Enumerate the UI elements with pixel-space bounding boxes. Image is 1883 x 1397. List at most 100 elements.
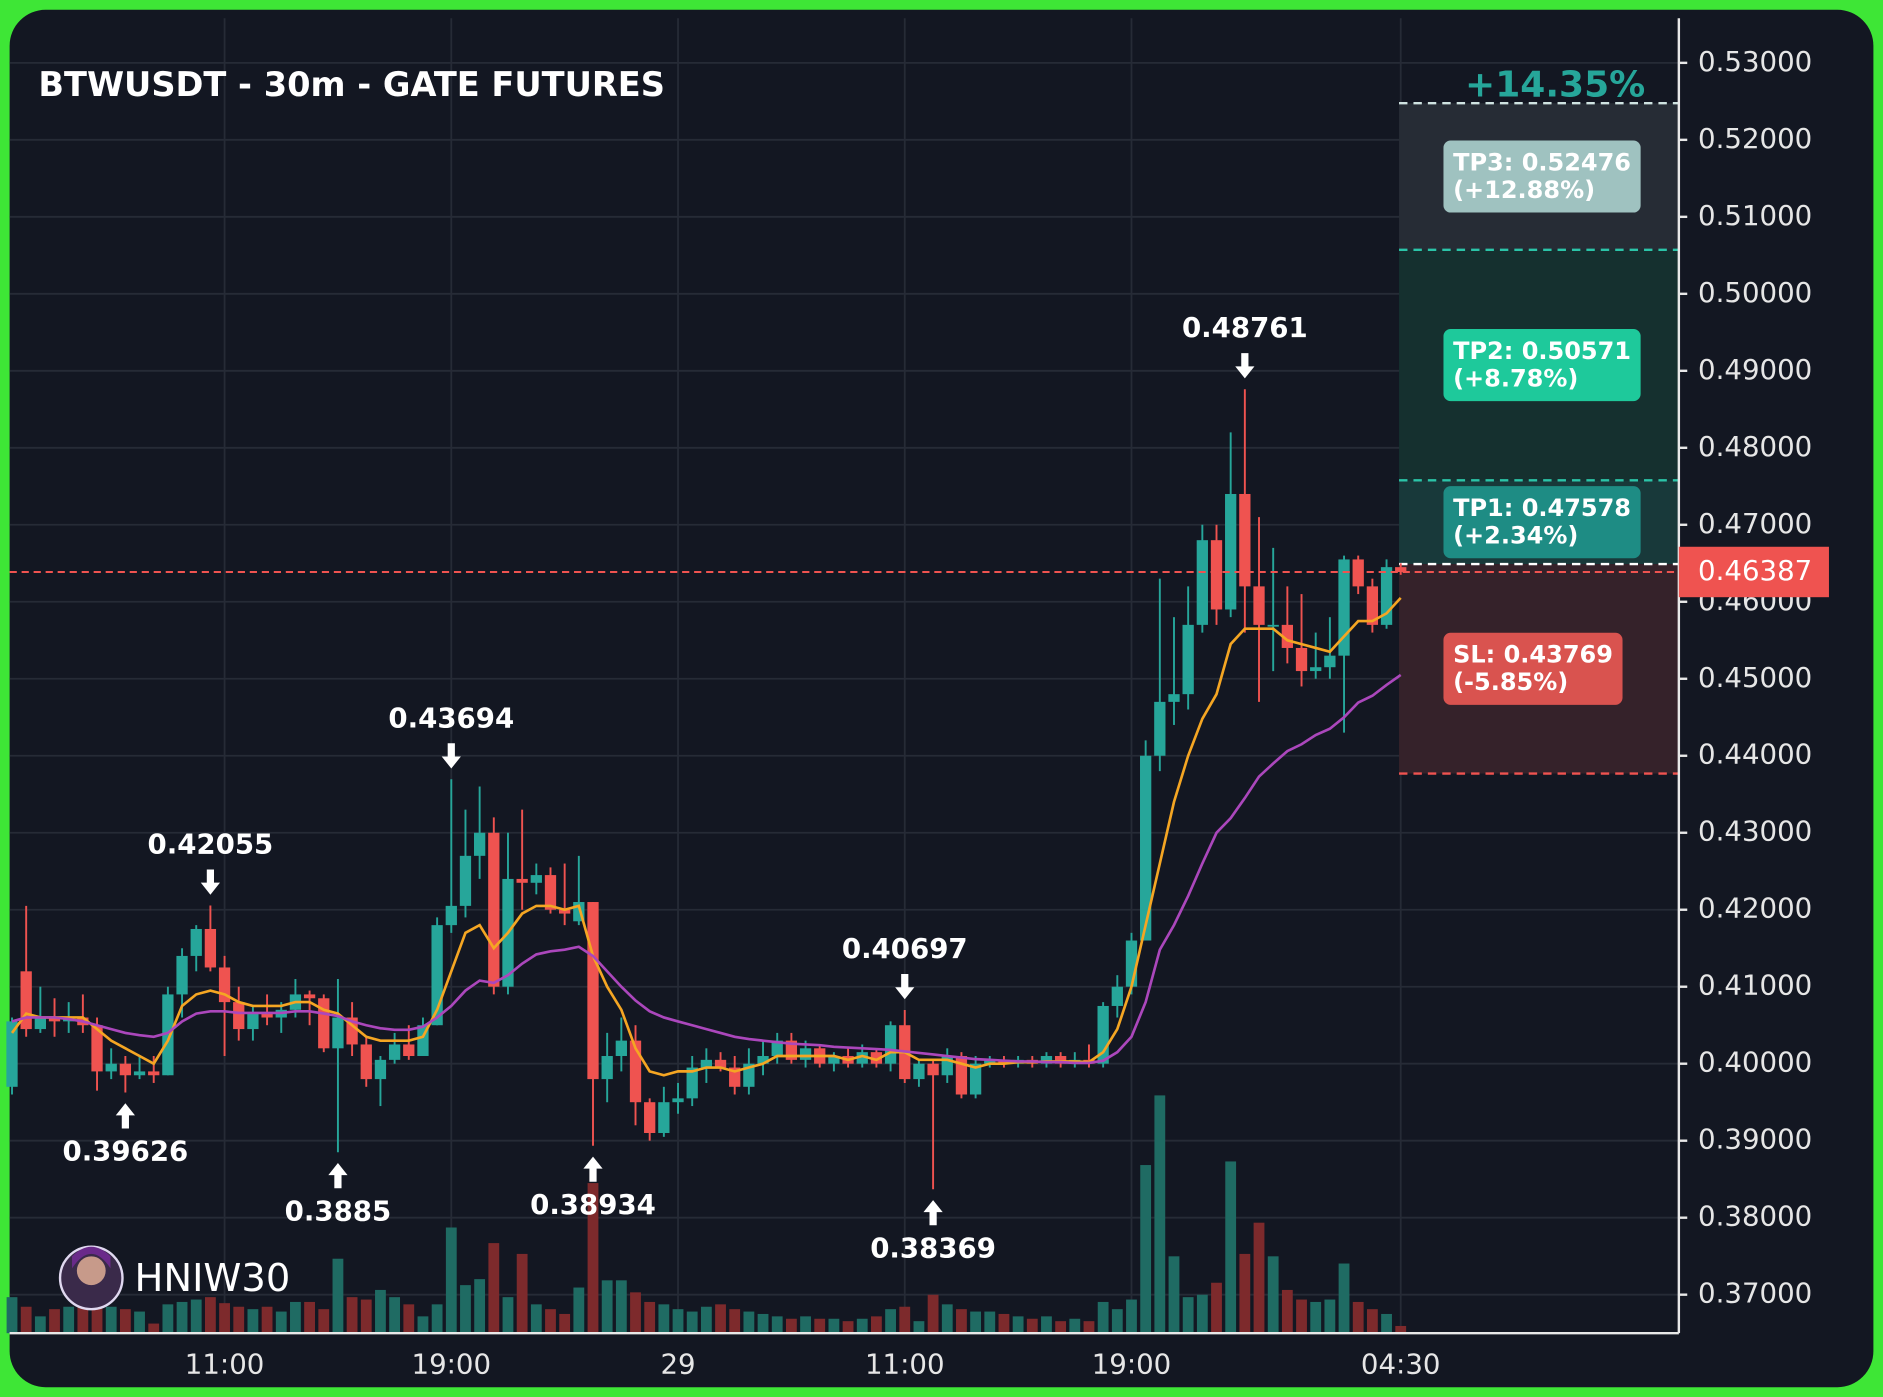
candle-body (318, 998, 330, 1049)
candle-body (1154, 701, 1166, 756)
candle-body (615, 1040, 627, 1057)
x-tick-label: 19:00 (412, 1348, 492, 1381)
volume-bar (1026, 1318, 1038, 1334)
volume-bar (474, 1279, 486, 1334)
candle-body (658, 1102, 670, 1133)
candle-body (729, 1067, 741, 1087)
volume-bar (1041, 1316, 1052, 1334)
candle-body (1281, 624, 1294, 648)
candle-body (941, 1056, 953, 1076)
volume-bar (1352, 1301, 1364, 1334)
candle-body (431, 925, 443, 1026)
volume-bar (785, 1318, 797, 1334)
candle-body (1225, 493, 1237, 610)
volume-bar (49, 1309, 60, 1334)
candle-body (1310, 667, 1322, 672)
volume-bar (360, 1299, 372, 1334)
volume-bar (389, 1297, 401, 1334)
volume-bar (219, 1303, 230, 1334)
volume-bar (6, 1297, 18, 1334)
candle-body (1097, 1005, 1109, 1064)
y-tick-label: 0.38000 (1698, 1200, 1812, 1233)
volume-bar (1395, 1325, 1407, 1334)
candle-body (743, 1063, 755, 1087)
candle-body (488, 832, 500, 987)
candle-body (332, 1017, 344, 1049)
volume-bar (261, 1306, 273, 1334)
volume-bar (1366, 1309, 1378, 1334)
price-annotation: 0.38369 (870, 1231, 996, 1264)
candle-body (1040, 1056, 1053, 1064)
volume-bar (672, 1309, 684, 1334)
volume-bar (417, 1316, 429, 1334)
volume-bar (1012, 1316, 1024, 1334)
price-annotation: 0.42055 (148, 827, 274, 860)
y-tick-label: 0.40000 (1698, 1046, 1812, 1079)
candle-body (644, 1102, 656, 1133)
volume-bar (162, 1304, 174, 1334)
volume-bar (134, 1311, 145, 1334)
volume-bar (573, 1287, 585, 1334)
volume-bar (644, 1301, 656, 1334)
volume-bar (190, 1299, 202, 1334)
candle-body (544, 875, 557, 910)
volume-bar (899, 1306, 911, 1334)
candle-body (1111, 986, 1123, 1006)
target-change: (+8.78%) (1453, 364, 1578, 392)
target-label: SL: 0.43769 (1453, 641, 1613, 669)
volume-bar (1154, 1095, 1166, 1334)
volume-bar (1182, 1297, 1194, 1334)
volume-bar (913, 1321, 925, 1334)
volume-bar (559, 1313, 571, 1334)
volume-bar (20, 1306, 32, 1334)
volume-bar (346, 1297, 358, 1334)
price-annotation: 0.39626 (62, 1135, 188, 1168)
target-box (1443, 140, 1641, 213)
candle-body (913, 1063, 925, 1080)
arrow-up (115, 1103, 135, 1129)
y-tick-label: 0.51000 (1698, 199, 1812, 232)
target-change: (-5.85%) (1453, 668, 1568, 696)
volume-bar (630, 1292, 641, 1334)
candle-body (700, 1059, 713, 1068)
volume-bar (828, 1318, 840, 1334)
volume-bar (304, 1301, 315, 1334)
volume-bar (1381, 1313, 1392, 1334)
candle-body (884, 1025, 897, 1064)
candle-body (1338, 559, 1350, 656)
volume-bar (91, 1303, 103, 1334)
volume-bar (1281, 1289, 1293, 1334)
candle-body (417, 1025, 429, 1057)
volume-bar (601, 1280, 613, 1334)
volume-bar (516, 1253, 528, 1334)
volume-bar (445, 1227, 457, 1334)
volume-bar (530, 1304, 542, 1334)
volume-bar (204, 1297, 216, 1334)
candle-body (559, 909, 571, 914)
volume-bar (743, 1311, 755, 1334)
volume-bar (1140, 1165, 1152, 1334)
avatar-face (76, 1256, 106, 1286)
candle-body (955, 1056, 968, 1095)
price-annotation: 0.40697 (842, 932, 968, 965)
arrow-down (895, 974, 915, 1000)
volume-bar (1296, 1299, 1307, 1334)
candle-body (204, 928, 217, 968)
candle-body (1140, 755, 1152, 941)
candles (6, 389, 1407, 1190)
candle-body (714, 1059, 727, 1068)
arrow-down (441, 743, 461, 769)
candle-body (1324, 655, 1336, 668)
watermark-text: HNIW30 (135, 1256, 291, 1301)
candle-body (629, 1040, 642, 1103)
volume-bar (460, 1285, 471, 1334)
candle-body (176, 955, 188, 995)
candle-body (34, 1017, 46, 1030)
volume-bar (403, 1304, 415, 1334)
candle-body (530, 875, 542, 883)
headline: +14.35% (1465, 65, 1645, 106)
volume-bar (1168, 1256, 1180, 1334)
volume-bar (1069, 1318, 1081, 1334)
watermark: HNIW30 (58, 1245, 291, 1311)
